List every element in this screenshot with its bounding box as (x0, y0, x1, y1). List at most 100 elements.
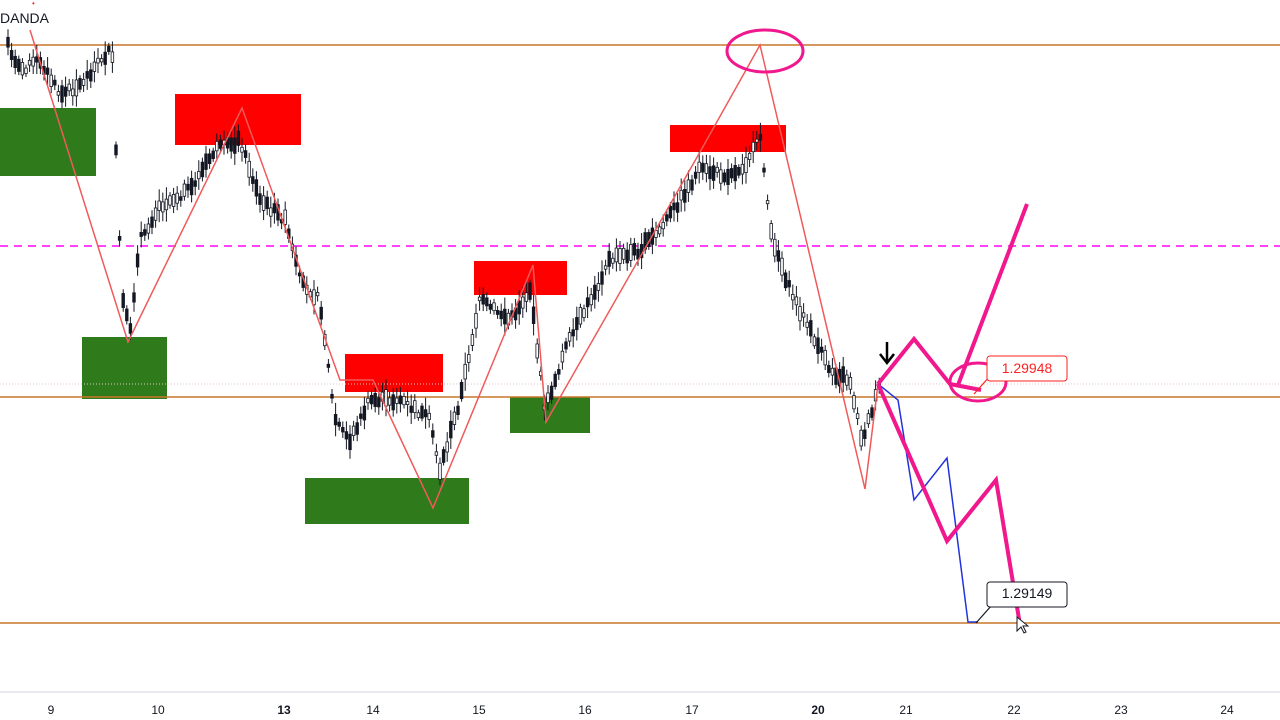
candle-body (312, 289, 316, 306)
candle-body (845, 374, 849, 386)
price-label-lower[interactable]: 1.29149 (975, 581, 1068, 624)
candle-body (452, 411, 457, 425)
candle-body (261, 195, 266, 211)
candle-body (467, 354, 471, 363)
candle-body (438, 462, 442, 480)
high-marker-circle[interactable] (725, 28, 805, 74)
x-tick-label: 9 (48, 703, 55, 717)
candle-body (769, 223, 773, 240)
candle-body (49, 74, 53, 87)
candle-body (128, 323, 133, 334)
projection-path-bullish[interactable] (956, 203, 1029, 386)
candle-body (751, 141, 755, 153)
candle-body (297, 272, 302, 277)
candle-body (546, 392, 550, 403)
candle-body (600, 271, 604, 285)
candle-body (463, 363, 467, 380)
candle-body (330, 393, 334, 399)
candle-body (621, 247, 626, 260)
candle-body (344, 431, 349, 440)
zigzag-swing-line[interactable] (29, 29, 879, 510)
candle-body (434, 451, 439, 456)
candle-body (729, 168, 734, 179)
candle-body (395, 397, 399, 404)
candle-body (377, 397, 381, 408)
candle-body (819, 346, 824, 353)
candle-body (179, 196, 183, 201)
candle-body (765, 200, 770, 205)
candle-body (359, 413, 363, 419)
candle-body (135, 253, 140, 268)
candle-body (701, 162, 705, 173)
x-axis[interactable]: 9 10 13 14 15 16 17 20 21 22 23 24 (0, 691, 1280, 717)
candle-body (776, 250, 781, 262)
candle-body (827, 365, 831, 373)
retest-marker-circle[interactable] (948, 361, 1008, 403)
price-label-upper[interactable]: 1.29948 (973, 355, 1068, 395)
candle-body (103, 51, 107, 65)
candle-body (866, 413, 871, 425)
candle-body (31, 56, 35, 67)
candle-body (78, 78, 82, 90)
candle-body (362, 405, 367, 421)
candle-body (402, 396, 406, 406)
projection-path-bearish[interactable] (876, 335, 982, 392)
candle-body (60, 85, 64, 103)
x-tick-label: 23 (1114, 703, 1128, 717)
candle-body (146, 223, 151, 234)
candle-body (251, 176, 255, 184)
candle-body (427, 412, 431, 420)
candle-body (758, 134, 763, 141)
candle-body (27, 59, 32, 66)
candle-body (549, 385, 554, 400)
candle-body (618, 248, 622, 264)
supply-zone (670, 125, 786, 152)
candle-body (85, 71, 89, 79)
candle-body (164, 198, 169, 211)
candle-body (711, 165, 716, 181)
candle-body (531, 306, 536, 325)
candle-body (607, 250, 611, 267)
candle-body (269, 207, 273, 217)
candle-body (366, 397, 370, 404)
levels-layer (0, 44, 1280, 624)
candle-body (528, 282, 532, 300)
candle-body (852, 395, 856, 410)
candle-body (236, 130, 241, 146)
candle-body (74, 79, 79, 97)
candle-body (668, 205, 673, 219)
candle-body (499, 310, 503, 320)
candle-body (161, 201, 165, 213)
candle-body (564, 341, 568, 350)
candle-body (859, 429, 863, 447)
candle-body (870, 407, 874, 418)
candle-body (233, 137, 237, 154)
broker-label: DANDA (0, 10, 50, 26)
candle-body (71, 88, 75, 97)
candle-body (762, 167, 766, 173)
candle-body (125, 308, 129, 322)
candle-body (96, 57, 100, 64)
candle-body (791, 294, 795, 301)
candle-body (431, 430, 435, 438)
candle-body (744, 157, 748, 173)
candle-body (481, 294, 485, 305)
projection-alt-path[interactable] (877, 383, 978, 623)
candle-body (193, 180, 197, 187)
candle-body (816, 337, 820, 354)
x-tick-label: 13 (277, 703, 291, 717)
candle-body (240, 146, 244, 153)
candle-body (143, 229, 147, 236)
candle-body (715, 166, 719, 173)
candle-body (693, 171, 698, 179)
candle-body (351, 425, 356, 436)
projection-path-drop[interactable] (876, 383, 1022, 626)
candle-body (200, 161, 205, 178)
candle-body (470, 334, 475, 346)
candle-body (63, 86, 68, 97)
candle-body (787, 280, 791, 288)
candle-body (171, 193, 176, 207)
candle-body (841, 366, 845, 383)
x-tick-label: 16 (578, 703, 592, 717)
